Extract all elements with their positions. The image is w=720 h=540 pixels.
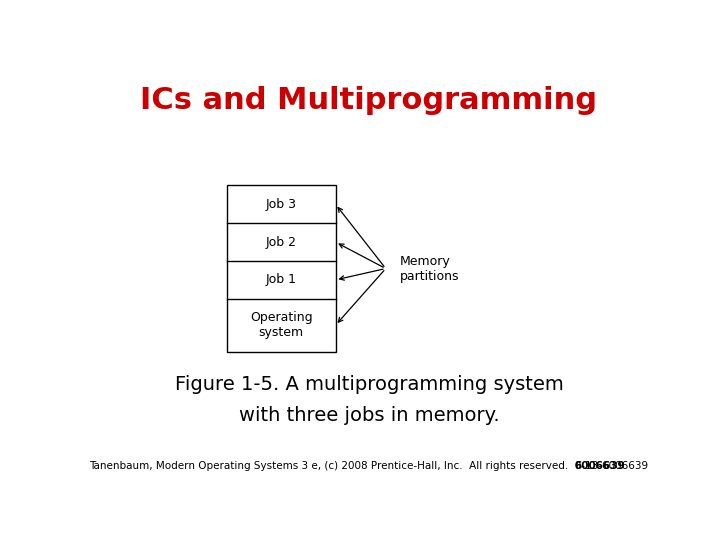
Text: with three jobs in memory.: with three jobs in memory. [239,406,499,425]
Text: Memory
partitions: Memory partitions [400,254,459,282]
Text: Operating
system: Operating system [250,311,312,339]
Text: Tanenbaum, Modern Operating Systems 3 e, (c) 2008 Prentice-Hall, Inc.  All right: Tanenbaum, Modern Operating Systems 3 e,… [89,462,649,471]
Text: ICs and Multiprogramming: ICs and Multiprogramming [140,85,598,114]
Text: 6006639: 6006639 [575,462,626,471]
Text: Job 2: Job 2 [266,235,297,248]
Text: Figure 1-5. A multiprogramming system: Figure 1-5. A multiprogramming system [175,375,563,394]
Bar [227,185,336,352]
Text: Job 3: Job 3 [266,198,297,211]
Text: Job 1: Job 1 [266,273,297,286]
